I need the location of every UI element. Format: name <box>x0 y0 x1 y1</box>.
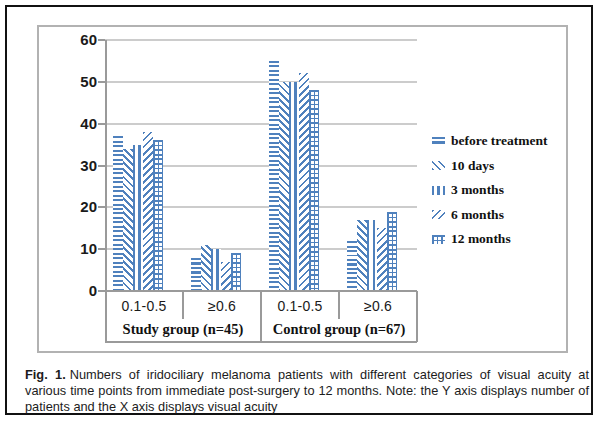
y-tick-label: 20 <box>57 199 97 215</box>
y-gridline <box>105 81 417 83</box>
y-tick-label: 60 <box>57 32 97 48</box>
chart-bar <box>289 82 299 291</box>
x-category-label: 0.1-0.5 <box>261 298 339 314</box>
chart-bar <box>221 262 231 291</box>
legend-swatch-diagonal-down-icon <box>432 161 445 170</box>
y-tick-label: 40 <box>57 116 97 132</box>
chart-bar <box>347 241 357 291</box>
caption-label: Fig. 1. <box>25 367 66 382</box>
legend-label: 12 months <box>451 231 511 247</box>
category-separator <box>182 291 184 319</box>
x-group-label: Control group (n=67) <box>261 321 417 338</box>
table-bottom-line <box>105 341 417 343</box>
legend-item: 6 months <box>432 207 504 223</box>
y-gridline <box>105 123 417 125</box>
legend-swatch-grid-icon <box>432 235 445 244</box>
chart-bar <box>269 61 279 291</box>
table-right-edge <box>416 291 418 342</box>
group-separator <box>105 291 107 342</box>
chart-bar <box>387 212 397 291</box>
legend-item: 12 months <box>432 231 511 247</box>
chart-bar <box>299 73 309 291</box>
x-axis-line <box>98 290 417 292</box>
y-axis-tick <box>98 39 105 41</box>
chart-frame: 01020304050600.1-0.5≥0.6Study group (n=4… <box>37 25 568 353</box>
y-axis-tick <box>98 81 105 83</box>
y-gridline <box>105 39 417 41</box>
chart-bar <box>309 90 319 291</box>
chart-bar <box>357 220 367 291</box>
y-tick-label: 0 <box>57 283 97 299</box>
chart-bar <box>133 145 143 291</box>
chart-bar <box>279 82 289 291</box>
legend-item: before treatment <box>432 133 548 149</box>
y-axis-line <box>105 40 107 291</box>
chart-bar <box>143 132 153 291</box>
chart-bar <box>211 249 221 291</box>
caption-text: Numbers of iridociliary melanoma patient… <box>25 367 589 414</box>
chart-bar <box>123 149 133 291</box>
x-category-label: ≥0.6 <box>183 298 261 314</box>
chart-bar <box>367 220 377 291</box>
legend-swatch-vertical-icon <box>432 186 445 195</box>
y-tick-label: 50 <box>57 74 97 90</box>
legend-swatch-horizontal-icon <box>432 137 445 146</box>
y-axis-tick <box>98 206 105 208</box>
legend-item: 3 months <box>432 182 504 198</box>
chart-bar <box>377 228 387 291</box>
chart-bar <box>153 140 163 291</box>
chart-bar <box>191 258 201 291</box>
group-separator <box>260 291 262 342</box>
figure-border: 01020304050600.1-0.5≥0.6Study group (n=4… <box>5 5 593 415</box>
legend-label: before treatment <box>451 133 548 149</box>
y-axis-tick <box>98 165 105 167</box>
legend-label: 10 days <box>451 158 494 174</box>
y-tick-label: 30 <box>57 158 97 174</box>
figure-page: 01020304050600.1-0.5≥0.6Study group (n=4… <box>0 0 600 421</box>
x-category-label: 0.1-0.5 <box>105 298 183 314</box>
y-tick-label: 10 <box>57 241 97 257</box>
category-separator <box>338 291 340 319</box>
x-group-label: Study group (n=45) <box>105 321 261 338</box>
y-axis-tick <box>98 123 105 125</box>
chart-bar <box>113 136 123 291</box>
legend-swatch-diagonal-up-icon <box>432 210 445 219</box>
figure-caption: Fig. 1.Numbers of iridociliary melanoma … <box>25 367 589 415</box>
y-axis-tick <box>98 248 105 250</box>
chart-bar <box>201 245 211 291</box>
legend-item: 10 days <box>432 158 494 174</box>
x-category-label: ≥0.6 <box>339 298 417 314</box>
legend-label: 6 months <box>451 207 504 223</box>
legend-label: 3 months <box>451 182 504 198</box>
chart-bar <box>231 253 241 291</box>
